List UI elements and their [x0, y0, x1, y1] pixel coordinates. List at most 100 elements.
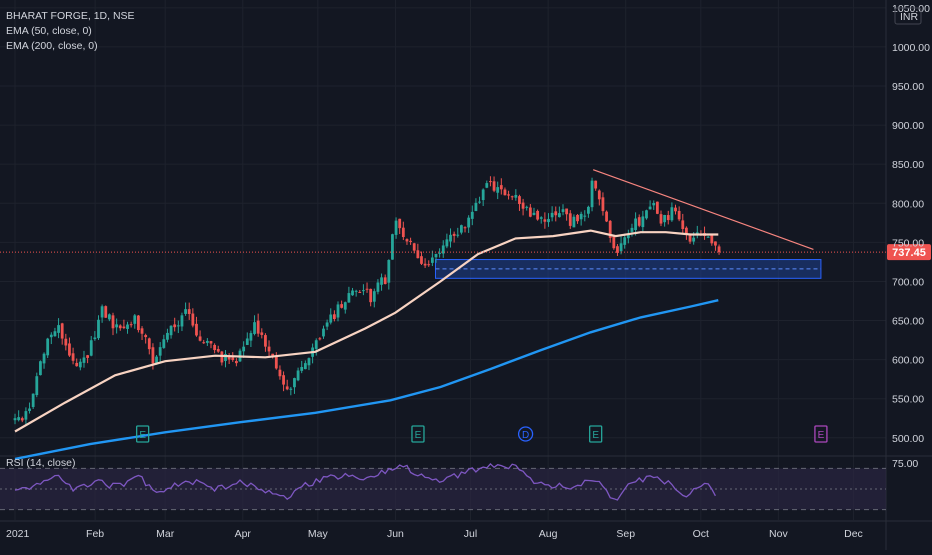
rsi-pane: 75.00	[0, 458, 918, 511]
candle-body	[42, 353, 46, 364]
candle-body	[28, 408, 31, 411]
candle-body	[492, 181, 496, 191]
rsi-band	[0, 468, 886, 510]
event-marker-label: E	[818, 430, 825, 441]
candle-body	[329, 314, 333, 323]
candle-body	[347, 293, 351, 303]
candle-body	[648, 206, 652, 210]
candle-body	[195, 323, 198, 336]
time-tick-label: Feb	[86, 528, 104, 540]
candle-body	[151, 347, 155, 364]
candle-body	[499, 185, 503, 190]
candle-body	[300, 367, 304, 371]
candle-body	[467, 217, 471, 228]
candle-body	[68, 343, 71, 356]
candle-body	[398, 218, 402, 229]
candle-body	[17, 417, 21, 421]
descending-trendline	[592, 169, 814, 250]
candle-body	[24, 411, 28, 420]
candle-body	[623, 237, 627, 245]
candle-body	[445, 239, 449, 247]
price-tick-label: 1000.00	[892, 42, 930, 54]
time-tick-label: 2021	[6, 528, 30, 540]
candle-body	[681, 220, 685, 229]
candle-body	[518, 196, 521, 205]
time-tick-label: Aug	[539, 528, 558, 540]
candle-body	[365, 288, 369, 290]
candle-body	[293, 378, 296, 388]
candle-body	[510, 196, 514, 198]
last-price-label: 737.45	[892, 247, 926, 259]
earnings-marker	[136, 425, 150, 443]
candle-body	[336, 304, 340, 318]
symbol-title[interactable]: BHARAT FORGE, 1D, NSE	[6, 10, 135, 22]
time-tick-label: Jul	[464, 528, 477, 540]
candle-body	[358, 291, 362, 293]
time-tick-label: Apr	[235, 528, 252, 540]
candle-body	[213, 344, 217, 351]
candle-body	[619, 243, 623, 252]
candle-body	[387, 260, 391, 283]
candle-body	[601, 197, 605, 212]
ema-lines	[14, 229, 719, 461]
earnings-marker	[814, 425, 828, 443]
ema200-legend[interactable]: EMA (200, close, 0)	[6, 40, 98, 52]
candle-body	[296, 370, 300, 381]
ema200-line	[14, 299, 719, 461]
candle-body	[401, 227, 405, 238]
candle-body	[554, 211, 558, 216]
candle-body	[496, 187, 500, 193]
candle-body	[507, 194, 510, 196]
candle-body	[264, 335, 267, 347]
candle-body	[463, 227, 467, 229]
candle-body	[100, 306, 104, 318]
currency-box	[894, 7, 922, 25]
candle-body	[376, 282, 380, 292]
candle-body	[409, 240, 412, 242]
candle-body	[140, 328, 144, 334]
candle-body	[710, 234, 714, 244]
candle-body	[521, 202, 525, 209]
ema50-legend[interactable]: EMA (50, close, 0)	[6, 25, 92, 37]
candle-body	[107, 314, 111, 320]
candle-body	[49, 334, 53, 338]
candle-body	[383, 277, 387, 284]
candle-body	[539, 217, 543, 219]
event-marker-label: E	[139, 430, 146, 441]
candle-body	[169, 325, 173, 336]
candle-body	[231, 357, 235, 360]
candle-body	[224, 353, 227, 361]
candle-body	[470, 211, 474, 219]
candle-body	[35, 376, 39, 396]
candle-body	[173, 324, 177, 328]
candle-body	[641, 216, 645, 228]
rsi-legend[interactable]: RSI (14, close)	[6, 457, 76, 469]
time-tick-label: Oct	[693, 528, 709, 540]
candle-body	[187, 309, 191, 315]
candle-body	[137, 315, 140, 331]
candle-body	[314, 340, 318, 349]
candle-body	[31, 393, 35, 407]
candle-body	[594, 180, 598, 189]
candle-body	[427, 264, 431, 266]
candle-body	[75, 362, 79, 367]
candles	[13, 176, 721, 425]
candle-body	[234, 361, 238, 364]
candle-body	[285, 386, 289, 390]
candle-body	[456, 234, 460, 236]
price-tick-label: 700.00	[892, 276, 924, 288]
candle-body	[86, 355, 89, 358]
candle-body	[412, 243, 416, 251]
candle-body	[202, 342, 206, 344]
candle-body	[122, 326, 126, 329]
candle-body	[332, 314, 336, 320]
candle-body	[372, 291, 376, 302]
candle-body	[572, 216, 576, 228]
candle-body	[626, 234, 630, 239]
event-marker-label: D	[522, 430, 529, 441]
candle-body	[674, 207, 677, 212]
candle-body	[684, 227, 688, 235]
trendline-layer	[592, 169, 814, 250]
